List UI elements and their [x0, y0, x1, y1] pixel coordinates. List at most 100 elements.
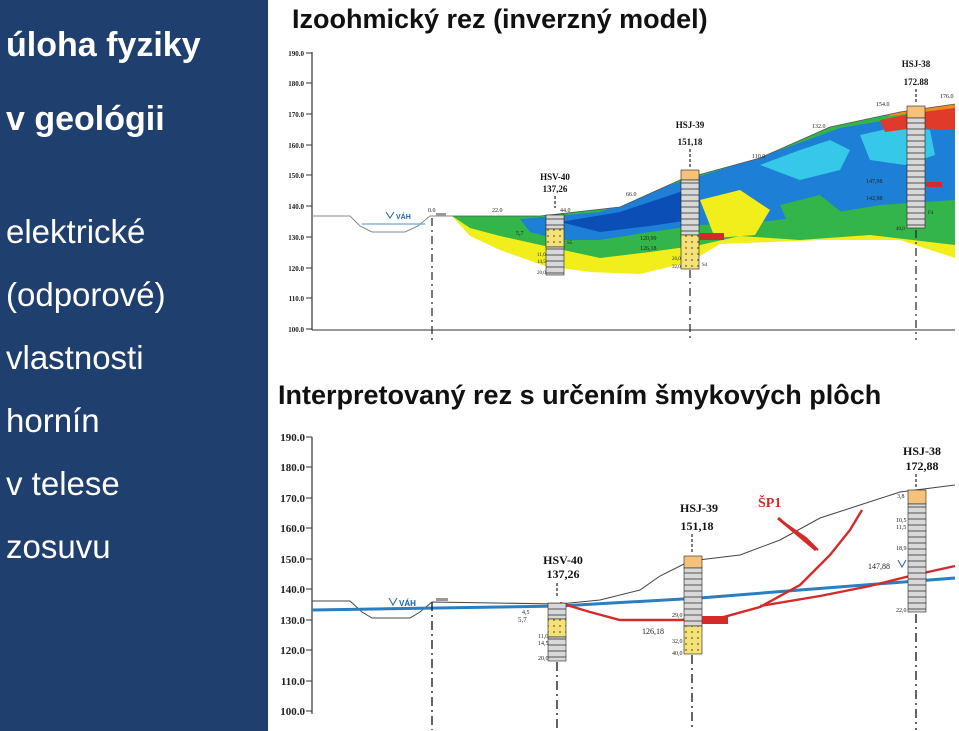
top-borehole-hsv-40: HSV-40 137,26 5,7 11,0 14,5 20,0 S5: [431, 172, 573, 340]
top-surface-label-110: 110.0: [752, 154, 765, 160]
bottom-note-40-0: 22,0: [896, 608, 907, 614]
top-note-120-99: 120,99: [640, 236, 657, 242]
bottom-tick-140: 140.0: [280, 584, 305, 596]
top-note-f4: F4: [928, 211, 934, 216]
top-tick-110: 110.0: [289, 295, 305, 303]
top-tick-170: 170.0: [288, 111, 304, 119]
bottom-borehole-hsj-39: HSJ-39 151,18 126,18 29,0 32,0 40,0: [642, 501, 728, 730]
bottom-borehole-name-hsj-39: HSJ-39: [680, 501, 718, 515]
bottom-borehole-hsv-40: HSV-40 137,26 5,7 4,5 11,0 14,5 20,0: [431, 553, 583, 730]
bottom-tick-130: 130.0: [280, 615, 305, 627]
top-borehole-elev-hsv-40: 137,26: [543, 184, 568, 194]
top-note-s4: S4: [702, 263, 708, 268]
top-tick-180: 180.0: [288, 80, 304, 88]
top-note-5-7: 5,7: [516, 231, 524, 237]
slip-surface-arrow-shaft: [777, 516, 817, 552]
bottom-note-29-0: 32,0: [672, 639, 683, 645]
bottom-note-147-88: 147,88: [868, 562, 890, 571]
top-water-arrow-icon: [385, 211, 395, 219]
resistivity-section-title: Izoohmický rez (inverzný model): [292, 4, 708, 34]
slide-body-line-3: vlastnosti: [6, 339, 144, 376]
top-terrain-left: [312, 215, 452, 233]
top-note-11-0: 11,0: [537, 253, 546, 258]
top-note-s5: S5: [567, 241, 573, 246]
bottom-note-18-9: 18,9: [896, 546, 907, 552]
top-tick-150: 150.0: [288, 172, 304, 180]
bottom-note-32-0: 40,0: [672, 651, 683, 657]
top-surface-label-0: 0.0: [428, 208, 436, 214]
bottom-note-126-18: 126,18: [642, 627, 664, 636]
top-surface-label-132: 132.0: [812, 124, 826, 130]
slide-body-line-1: elektrické: [6, 213, 146, 250]
bottom-water-arrow-icon: [388, 597, 398, 607]
top-tick-160: 160.0: [288, 142, 304, 150]
bottom-tick-180: 180.0: [280, 462, 305, 474]
bottom-borehole-hsj-38: HSJ-38 172,88 147,88 3,8 10,5 11,5 18,9 …: [868, 444, 941, 730]
bottom-tick-110: 110.0: [281, 676, 306, 688]
bottom-note-11-0: 11,0: [538, 634, 548, 640]
bottom-terrain-line: [312, 484, 956, 619]
bottom-river-label: VÁH: [399, 599, 416, 608]
bottom-tick-150: 150.0: [280, 554, 305, 566]
bottom-tick-100: 100.0: [280, 706, 305, 718]
top-tick-130: 130.0: [288, 234, 304, 242]
bottom-section: 190.0 180.0 170.0 160.0 150.0 140.0 130.…: [280, 432, 956, 730]
bottom-note-5-7: 5,7: [518, 616, 527, 624]
top-borehole-name-hsv-40: HSV-40: [540, 172, 570, 182]
top-tick-100: 100.0: [288, 326, 304, 334]
top-note-142-98: 142,98: [866, 196, 883, 202]
top-surface-label-44: 44.0: [560, 208, 571, 214]
top-note-40-0: 40,0: [896, 227, 905, 232]
slide-title: úloha fyziky v geológii: [6, 8, 201, 156]
slide-title-line-1: úloha fyziky: [6, 26, 201, 64]
bottom-borehole-name-hsv-40: HSV-40: [543, 553, 583, 567]
top-surface-label-176: 176.0: [940, 94, 954, 100]
top-note-26-0: 26,0: [672, 257, 681, 262]
bottom-tick-120: 120.0: [280, 645, 305, 657]
bottom-note-20-0: 20,0: [538, 656, 549, 662]
top-surface-label-66: 66.0: [626, 192, 637, 198]
bottom-borehole-elev-hsj-39: 151,18: [681, 519, 714, 533]
top-road-marker: [436, 213, 446, 216]
bottom-note-10-5: 10,5: [896, 518, 907, 524]
bottom-road-marker: [436, 598, 448, 601]
slide-body-line-6: zosuvu: [6, 528, 111, 565]
bottom-note-4-5: 4,5: [522, 610, 530, 616]
top-note-126-18: 126,18: [640, 246, 657, 252]
top-river-label: VÁH: [396, 212, 411, 221]
bottom-borehole-name-hsj-38: HSJ-38: [903, 444, 941, 458]
bottom-note-3-8: 3,8: [897, 494, 905, 500]
top-surface-label-154: 154.0: [876, 102, 890, 108]
bottom-tick-160: 160.0: [280, 523, 305, 535]
top-y-ticks: 190.0 180.0 170.0 160.0 150.0 140.0 130.…: [288, 50, 312, 334]
slide-body: elektrické (odporové) vlastnosti hornín …: [6, 200, 166, 578]
top-surface-labels: 0.0 22.0 44.0 66.0 110.0 132.0 154.0 176…: [428, 94, 954, 214]
bottom-y-ticks: 190.0 180.0 170.0 160.0 150.0 140.0 130.…: [280, 432, 312, 718]
bottom-note-11-5: 11,5: [896, 525, 906, 531]
bottom-note-22-0: 29,0: [672, 613, 683, 619]
top-borehole-name-hsj-39: HSJ-39: [676, 120, 705, 130]
top-surface-label-22: 22.0: [492, 208, 503, 214]
slide-body-line-4: hornín: [6, 402, 100, 439]
top-borehole-elev-hsj-39: 151,18: [678, 137, 703, 147]
slip-surface-shallow: [559, 509, 864, 622]
slide-body-line-2: (odporové): [6, 276, 166, 313]
top-terrain-line: [452, 103, 956, 217]
top-tick-140: 140.0: [288, 203, 304, 211]
top-borehole-hsj-38: HSJ-38 172.88 147,98 142,98 40,0 F4: [866, 59, 942, 340]
top-note-20-0: 20,0: [537, 271, 546, 276]
slide-title-line-2: v geológii: [6, 100, 165, 138]
top-note-14-5: 14,5: [537, 260, 546, 265]
interpreted-section-title: Interpretovaný rez s určením šmykových p…: [278, 380, 882, 410]
top-note-147-98: 147,98: [866, 179, 883, 185]
bottom-borehole-elev-hsv-40: 137,26: [547, 567, 580, 581]
top-borehole-hsj-39: HSJ-39 151,18 120,99 126,18 26,0 32,0 S4: [640, 120, 724, 340]
bottom-note-14-5: 14,5: [538, 641, 549, 647]
slip-surface-label: ŠP1: [758, 494, 781, 511]
top-borehole-name-hsj-38: HSJ-38: [902, 59, 931, 69]
bottom-gw-arrow-icon: [897, 559, 907, 569]
top-note-32-0: 32,0: [672, 265, 681, 270]
bottom-tick-170: 170.0: [280, 493, 305, 505]
top-borehole-elev-hsj-38: 172.88: [904, 77, 929, 87]
